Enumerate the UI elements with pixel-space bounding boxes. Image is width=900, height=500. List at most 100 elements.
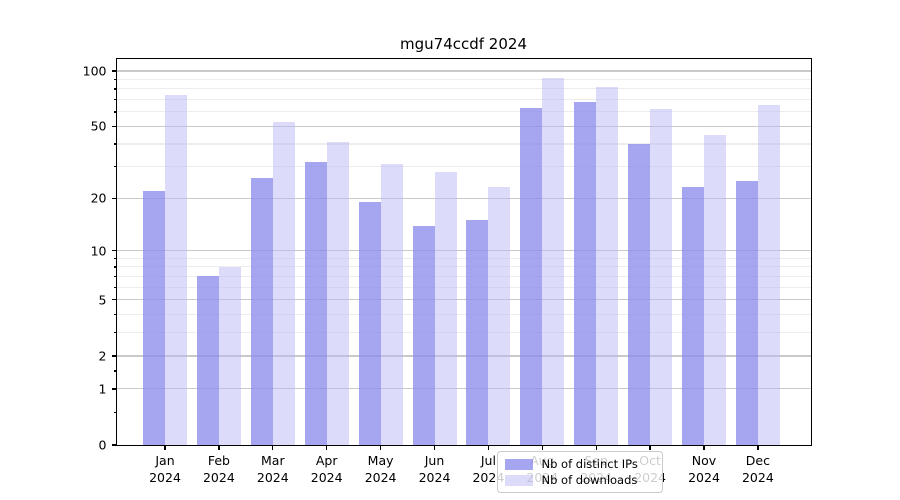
y-tick-minor-8 — [114, 266, 117, 268]
legend-label-distinct-ips: Nb of distinct IPs — [541, 457, 638, 471]
y-grid-minor-40 — [116, 143, 811, 145]
bar-distinct-ips-apr — [304, 161, 327, 445]
bar-downloads-dec — [757, 105, 780, 445]
legend-swatch-distinct-ips — [504, 458, 533, 470]
y-tick-100 — [112, 70, 117, 72]
x-tick-dec — [757, 445, 759, 450]
y-tick-0 — [112, 444, 117, 446]
x-tick-label-apr: Apr 2024 — [310, 453, 343, 485]
y-grid-major-100 — [116, 70, 811, 72]
legend-label-downloads: Nb of downloads — [541, 473, 638, 487]
bar-downloads-nov — [704, 134, 726, 445]
y-tick-minor-6 — [114, 286, 117, 289]
y-tick-label-100: 100 — [82, 63, 107, 79]
bar-distinct-ips-jul — [466, 220, 489, 445]
x-tick-aug — [541, 445, 543, 450]
y-tick-minor-60 — [114, 111, 117, 113]
y-grid-major-50 — [116, 125, 811, 127]
legend-swatch-downloads — [504, 474, 533, 486]
y-tick-minor-4 — [114, 313, 117, 316]
bar-distinct-ips-feb — [196, 276, 219, 445]
y-tick-label-5: 5 — [98, 292, 107, 308]
y-tick-20 — [112, 197, 117, 199]
y-grid-minor-70 — [116, 98, 811, 101]
bar-distinct-ips-mar — [250, 177, 273, 445]
y-grid-minor-7 — [116, 275, 811, 278]
bar-downloads-feb — [218, 266, 241, 445]
legend-item-downloads: Nb of downloads — [504, 473, 662, 487]
y-tick-minor-7 — [114, 275, 117, 278]
bar-distinct-ips-jun — [412, 225, 435, 445]
x-tick-label-jan: Jan 2024 — [149, 453, 181, 485]
bar-distinct-ips-aug — [520, 107, 543, 445]
legend: Nb of distinct IPs Nb of downloads — [496, 451, 663, 493]
plot-area: Nb of distinct IPs Nb of downloads — [115, 58, 812, 493]
y-grid-minor-30 — [116, 166, 811, 168]
bar-downloads-aug — [542, 77, 565, 445]
y-tick-10 — [112, 249, 117, 252]
y-tick-minor-80 — [114, 88, 117, 90]
x-tick-oct — [649, 445, 651, 450]
x-tick-jul — [487, 445, 490, 450]
y-grid-minor-60 — [116, 111, 811, 113]
y-grid-minor-4 — [116, 313, 811, 316]
y-grid-major-10 — [116, 250, 811, 252]
legend-item-distinct-ips: Nb of distinct IPs — [504, 457, 662, 471]
x-tick-label-jul: Jul 2024 — [472, 453, 505, 485]
y-tick-label-0: 0 — [98, 437, 107, 453]
y-tick-minor-1p5 — [114, 370, 117, 372]
bar-distinct-ips-sep — [574, 101, 597, 445]
x-tick-label-feb: Feb 2024 — [202, 453, 235, 485]
y-grid-major-20 — [116, 197, 811, 199]
y-tick-5 — [112, 299, 117, 301]
bar-distinct-ips-nov — [682, 187, 704, 445]
x-tick-sep — [595, 445, 597, 450]
bar-downloads-jun — [434, 172, 457, 445]
bar-distinct-ips-dec — [735, 180, 758, 445]
y-tick-label-50: 50 — [90, 118, 107, 134]
y-grid-minor-3 — [116, 332, 811, 334]
y-tick-minor-30 — [114, 166, 117, 168]
bar-distinct-ips-jan — [143, 190, 165, 445]
y-tick-label-10: 10 — [90, 243, 107, 259]
y-tick-minor-0p5 — [114, 411, 117, 413]
x-tick-label-jun: Jun 2024 — [418, 453, 451, 485]
y-tick-label-1: 1 — [98, 381, 107, 397]
x-tick-apr — [326, 445, 328, 450]
bar-distinct-ips-may — [358, 202, 381, 445]
y-tick-minor-9 — [114, 257, 117, 260]
bar-downloads-mar — [272, 121, 295, 445]
x-tick-mar — [272, 445, 274, 450]
y-tick-minor-3 — [114, 332, 117, 334]
y-grid-minor-90 — [116, 78, 811, 80]
y-grid-major-2 — [116, 355, 811, 357]
bar-downloads-jul — [488, 187, 511, 445]
bar-downloads-oct — [650, 109, 673, 445]
bar-downloads-apr — [326, 142, 349, 445]
bar-distinct-ips-oct — [628, 144, 651, 445]
y-grid-major-1 — [116, 388, 811, 390]
x-tick-label-may: May 2024 — [364, 453, 397, 485]
y-grid-minor-6 — [116, 286, 811, 288]
bar-downloads-sep — [596, 86, 619, 445]
y-tick-2 — [112, 355, 117, 357]
y-grid-major-5 — [116, 299, 811, 301]
y-grid-minor-80 — [116, 88, 811, 90]
y-grid-minor-8 — [116, 266, 811, 268]
x-tick-jan — [164, 445, 166, 450]
y-tick-minor-40 — [114, 143, 117, 145]
bar-downloads-jan — [165, 95, 187, 445]
x-tick-nov — [703, 445, 705, 450]
x-tick-label-nov: Nov 2024 — [688, 453, 720, 485]
y-tick-50 — [112, 125, 117, 127]
chart-title: mgu74ccdf 2024 — [400, 35, 527, 53]
y-tick-minor-70 — [114, 98, 117, 101]
y-tick-minor-90 — [114, 78, 117, 81]
x-tick-feb — [218, 445, 220, 450]
y-tick-label-2: 2 — [98, 348, 107, 364]
x-tick-label-mar: Mar 2024 — [256, 453, 289, 485]
x-tick-may — [379, 445, 382, 450]
y-tick-label-20: 20 — [90, 190, 107, 206]
x-tick-jun — [433, 445, 436, 450]
